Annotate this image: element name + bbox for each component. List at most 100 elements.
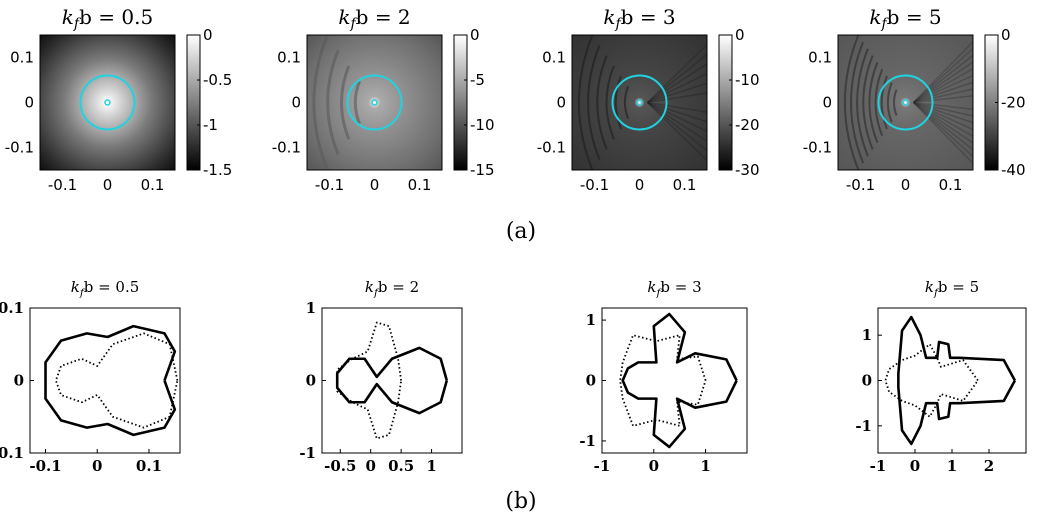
title-k: k xyxy=(338,5,350,29)
y-tick-label: 0.1 xyxy=(10,49,34,67)
wavefront xyxy=(892,89,898,116)
colorbar-tick-label: 0 xyxy=(1001,26,1011,44)
x-tick-label: -0.1 xyxy=(48,176,77,194)
y-tick-label: 0 xyxy=(586,372,596,390)
x-tick-label: -1 xyxy=(870,457,887,475)
y-tick-label: 0 xyxy=(14,372,24,390)
chart-title: kfb = 3 xyxy=(603,5,675,32)
x-tick-label: 0.5 xyxy=(388,457,414,475)
x-tick-label: -0.1 xyxy=(29,457,61,475)
colorbar-tick-label: -1 xyxy=(203,116,218,134)
colorbar-tick-label: -20 xyxy=(735,116,760,134)
y-tick-label: 0 xyxy=(822,94,832,112)
plot-frame xyxy=(877,307,1027,454)
x-tick-label: 0 xyxy=(92,457,102,475)
x-tick-label: 0.1 xyxy=(673,176,697,194)
title-rest: b = 2 xyxy=(378,278,419,296)
x-tick-label: -0.1 xyxy=(846,176,875,194)
title-rest: b = 5 xyxy=(887,5,942,29)
source-marker xyxy=(104,99,111,106)
series-solid-line xyxy=(897,315,1017,446)
y-tick-label: 0.1 xyxy=(808,49,832,67)
y-tick-label: -0.1 xyxy=(272,139,301,157)
colorbar-tick-label: -1.5 xyxy=(203,161,232,179)
wavefront xyxy=(843,34,860,171)
heatmap-panel: kfb = 2 -0.1 0 0.1 0.1 0 -0.1 0 -5 -10 -15 xyxy=(272,5,495,194)
plot-frame xyxy=(29,307,181,454)
x-tick-label: 0.1 xyxy=(141,176,165,194)
x-tick-label: 0 xyxy=(649,457,659,475)
series-dotted-line xyxy=(54,332,179,429)
x-tick-label: 0 xyxy=(635,176,645,194)
y-tick-label: 0.1 xyxy=(542,49,566,67)
heatmap-panel: kfb = 5 -0.1 0 0.1 0.1 0 -0.1 0 -20 -40 xyxy=(803,5,1026,194)
x-tick-label: 0 xyxy=(910,457,920,475)
wavefront xyxy=(886,82,893,123)
x-tick-label: 1 xyxy=(426,457,436,475)
heatmap-frame xyxy=(837,34,974,171)
heatmap-image xyxy=(572,35,707,170)
y-tick-label: -1 xyxy=(579,432,596,450)
x-tick-label: -0.1 xyxy=(315,176,344,194)
chart-title: kfb = 0.5 xyxy=(62,5,153,32)
wavefront xyxy=(856,48,869,157)
heatmap-frame xyxy=(39,34,176,171)
title-sub: f xyxy=(880,16,889,32)
wavefront xyxy=(623,85,630,120)
chart-title: kfb = 2 xyxy=(365,278,419,299)
wavefront xyxy=(912,47,974,158)
wavefront xyxy=(596,55,608,150)
inclusion-circle xyxy=(611,74,668,131)
chart-title: kfb = 5 xyxy=(869,5,941,32)
colorbar-tick-label: 0 xyxy=(735,26,745,44)
title-sub: f xyxy=(349,16,358,32)
wavefront xyxy=(647,82,708,123)
chart-title: kfb = 3 xyxy=(647,278,701,299)
series-solid-line xyxy=(621,312,738,449)
x-tick-label: 0 xyxy=(370,176,380,194)
title-sub: f xyxy=(933,287,940,299)
x-tick-label: 2 xyxy=(984,457,994,475)
y-tick-label: -0.1 xyxy=(803,139,832,157)
chart-title: kfb = 2 xyxy=(338,5,410,32)
x-tick-label: 0 xyxy=(103,176,113,194)
title-rest: b = 0.5 xyxy=(84,278,140,296)
heatmap-frame xyxy=(571,34,708,171)
wavefront xyxy=(913,88,974,117)
wavefront xyxy=(312,34,329,171)
x-tick-label: 1 xyxy=(947,457,957,475)
plot-frame xyxy=(321,307,463,454)
heatmap-image xyxy=(838,35,973,170)
y-tick-label: 1 xyxy=(862,326,872,344)
x-tick-label: 1 xyxy=(700,457,710,475)
title-rest: b = 5 xyxy=(938,278,979,296)
source-marker xyxy=(636,99,643,106)
title-k: k xyxy=(925,278,934,296)
title-k: k xyxy=(869,5,881,29)
title-k: k xyxy=(365,278,374,296)
colorbar-tick-label: -5 xyxy=(470,71,485,89)
y-tick-label: 0 xyxy=(24,94,34,112)
y-tick-label: 0.1 xyxy=(277,49,301,67)
caption-b: (b) xyxy=(505,489,536,514)
x-tick-label: -1 xyxy=(594,457,611,475)
heatmap-row: kfb = 0.5-0.1 0 0.10.10-0.10-0.5-1-1.5kfb … xyxy=(5,5,1026,194)
wavefront xyxy=(913,74,974,131)
inclusion-circle xyxy=(877,74,934,131)
heatmap-panel: kfb = 3 -0.1 0 0.1 0.1 0 -0.1 0 -10 -20 -30 xyxy=(537,5,760,194)
colorbar-tick-label: -20 xyxy=(1001,94,1026,112)
wavefront xyxy=(862,55,874,150)
wavefront xyxy=(605,65,615,140)
title-rest: b = 3 xyxy=(660,278,701,296)
wavefront xyxy=(577,34,594,171)
wavefront xyxy=(353,80,361,125)
colorbar-tick-label: -10 xyxy=(735,71,760,89)
source-marker xyxy=(371,99,378,106)
series-dotted-line xyxy=(884,343,979,418)
y-tick-label: 0 xyxy=(291,94,301,112)
line-panel: kfb = 3 -1 0 1 1 0 -1 xyxy=(579,278,748,475)
wavefront xyxy=(913,95,974,110)
title-rest: b = 2 xyxy=(356,5,411,29)
wavefront xyxy=(913,81,974,124)
